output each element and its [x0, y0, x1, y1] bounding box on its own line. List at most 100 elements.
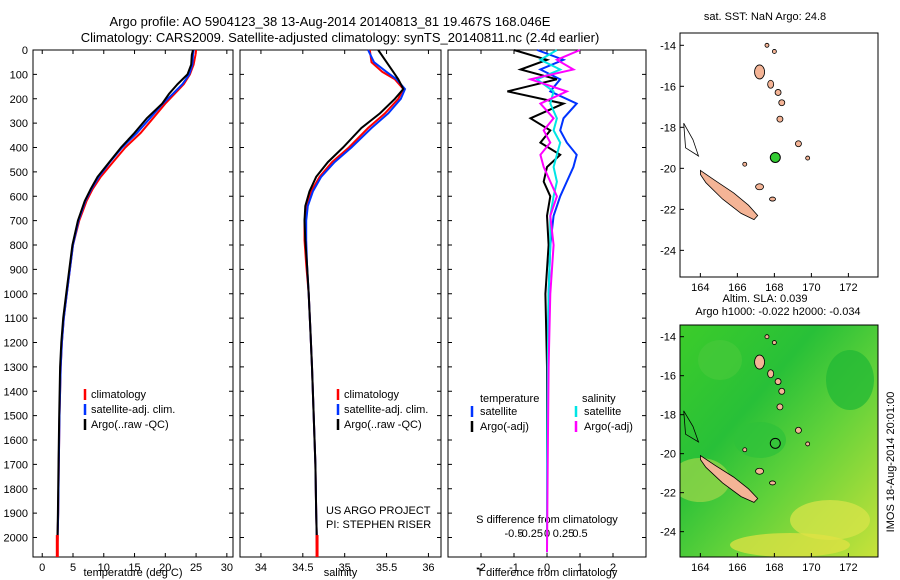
legend-title-temperature: temperature	[480, 393, 539, 405]
island	[774, 378, 782, 385]
difference-panel: -2 -1 0 1 2T difference from climatology -0.5…	[447, 49, 647, 579]
depth-tick-label: 1000	[4, 289, 28, 301]
legend-label: Argo(-adj)	[480, 421, 529, 433]
s-tick-label: -0.5	[505, 528, 524, 540]
depth-tick-label: 400	[10, 143, 28, 155]
island	[776, 403, 784, 411]
x-tick-label: 5	[70, 562, 76, 574]
depth-tick-label: 1700	[4, 459, 28, 471]
map-x-tick-label: 166	[728, 282, 746, 294]
island	[805, 441, 811, 447]
island	[755, 467, 764, 475]
island	[754, 64, 765, 80]
x-axis-label: T difference from climatology	[477, 567, 618, 579]
legend-title-salinity: salinity	[582, 393, 616, 405]
s-tick-label: 0.25	[553, 528, 574, 540]
depth-tick-label: 1500	[4, 411, 28, 423]
series-line-argo	[303, 49, 405, 553]
reef-outline	[683, 123, 700, 157]
map-y-tick-label: -16	[660, 371, 676, 383]
x-tick-label: 25	[190, 562, 202, 574]
series-line-argo	[507, 49, 567, 553]
map-y-tick-label: -14	[660, 40, 676, 52]
depth-tick-label: 100	[10, 69, 28, 81]
legend-label: satellite-adj. clim.	[344, 404, 428, 416]
map-x-tick-label: 166	[728, 562, 746, 574]
x-tick-label: 35	[339, 562, 351, 574]
island	[754, 354, 765, 370]
island	[778, 99, 786, 107]
island	[755, 183, 764, 191]
legend-label: Argo(-adj)	[584, 421, 633, 433]
depth-axis: 0 100 200 300 400 500 600 700 800 900 1000 1100 1200…	[4, 45, 28, 545]
sla-blob	[790, 500, 870, 540]
depth-tick-label: 1400	[4, 386, 28, 398]
salinity-panel: 34 34.5 35 35.5 36 salinity climatology satelli…	[239, 49, 442, 579]
island	[778, 387, 786, 395]
map-x-tick-label: 172	[839, 562, 857, 574]
map-y-tick-label: -14	[660, 332, 676, 344]
legend-label: Argo(..raw -QC)	[91, 419, 169, 431]
map-y-tick-label: -18	[660, 122, 676, 134]
depth-tick-label: 2000	[4, 533, 28, 545]
legend-label: climatology	[344, 389, 400, 401]
map-x-tick-label: 164	[691, 282, 709, 294]
x-tick-label: 1	[577, 562, 583, 574]
s-tick-label: -0.25	[518, 528, 543, 540]
x-tick-label: 2	[610, 562, 616, 574]
depth-tick-label: 700	[10, 216, 28, 228]
map-y-tick-label: -24	[660, 245, 676, 257]
panel-frame	[32, 49, 234, 558]
depth-tick-label: 0	[22, 45, 28, 57]
island	[795, 426, 802, 434]
figure-title-line1: Argo profile: AO 5904123_38 13-Aug-2014 …	[110, 14, 551, 29]
depth-tick-label: 1900	[4, 508, 28, 520]
x-tick-label: 34.5	[292, 562, 313, 574]
depth-tick-label: 500	[10, 167, 28, 179]
new-caledonia-island	[700, 454, 759, 503]
sla-map-title: Altim. SLA: 0.039	[723, 293, 808, 305]
island	[805, 155, 811, 161]
pi-annotation: PI: STEPHEN RISER	[326, 519, 431, 531]
panel-frame	[239, 49, 442, 558]
island	[769, 480, 776, 486]
depth-tick-label: 900	[10, 264, 28, 276]
depth-tick-label: 600	[10, 191, 28, 203]
sla-blob	[734, 422, 786, 458]
sla-map-panel: Altim. SLA: 0.039 Argo h1000: -0.022 h20…	[660, 293, 879, 574]
island	[767, 79, 775, 89]
island	[764, 42, 770, 48]
x-tick-label: 20	[159, 562, 171, 574]
map-y-tick-label: -24	[660, 527, 676, 539]
map-x-tick-label: 168	[765, 562, 783, 574]
sst-map-title: sat. SST: NaN Argo: 24.8	[704, 11, 826, 23]
map-y-tick-label: -18	[660, 410, 676, 422]
imos-side-label: IMOS 18-Aug-2014 20:01:00	[885, 392, 897, 533]
map-y-tick-label: -22	[660, 204, 676, 216]
island	[767, 369, 775, 379]
island	[742, 447, 748, 453]
x-axis-label: salinity	[324, 567, 358, 579]
legend-label: climatology	[91, 389, 147, 401]
map-x-tick-label: 172	[839, 282, 857, 294]
depth-tick-label: 300	[10, 118, 28, 130]
map-x-tick-label: 170	[802, 562, 820, 574]
figure-title-line2: Climatology: CARS2009. Satellite-adjuste…	[81, 30, 600, 45]
island	[769, 196, 776, 202]
map-y-tick-label: -20	[660, 163, 676, 175]
reef-outline	[683, 410, 700, 443]
island	[776, 115, 784, 123]
temperature-panel: 0 5 10 15 20 25 30 temperature (deg C) climatolo…	[32, 49, 234, 579]
series-line-argo	[56, 49, 194, 553]
x-tick-label: -2	[476, 562, 486, 574]
map-x-tick-label: 168	[765, 282, 783, 294]
argo-position-marker	[769, 437, 781, 449]
x-tick-label: 30	[221, 562, 233, 574]
island	[774, 89, 782, 96]
x-tick-label: 0	[39, 562, 45, 574]
sla-blob	[730, 533, 850, 557]
depth-tick-label: 1600	[4, 435, 28, 447]
x-tick-label: 35.5	[376, 562, 397, 574]
map-frame	[679, 32, 879, 278]
map-x-tick-label: 164	[691, 562, 709, 574]
